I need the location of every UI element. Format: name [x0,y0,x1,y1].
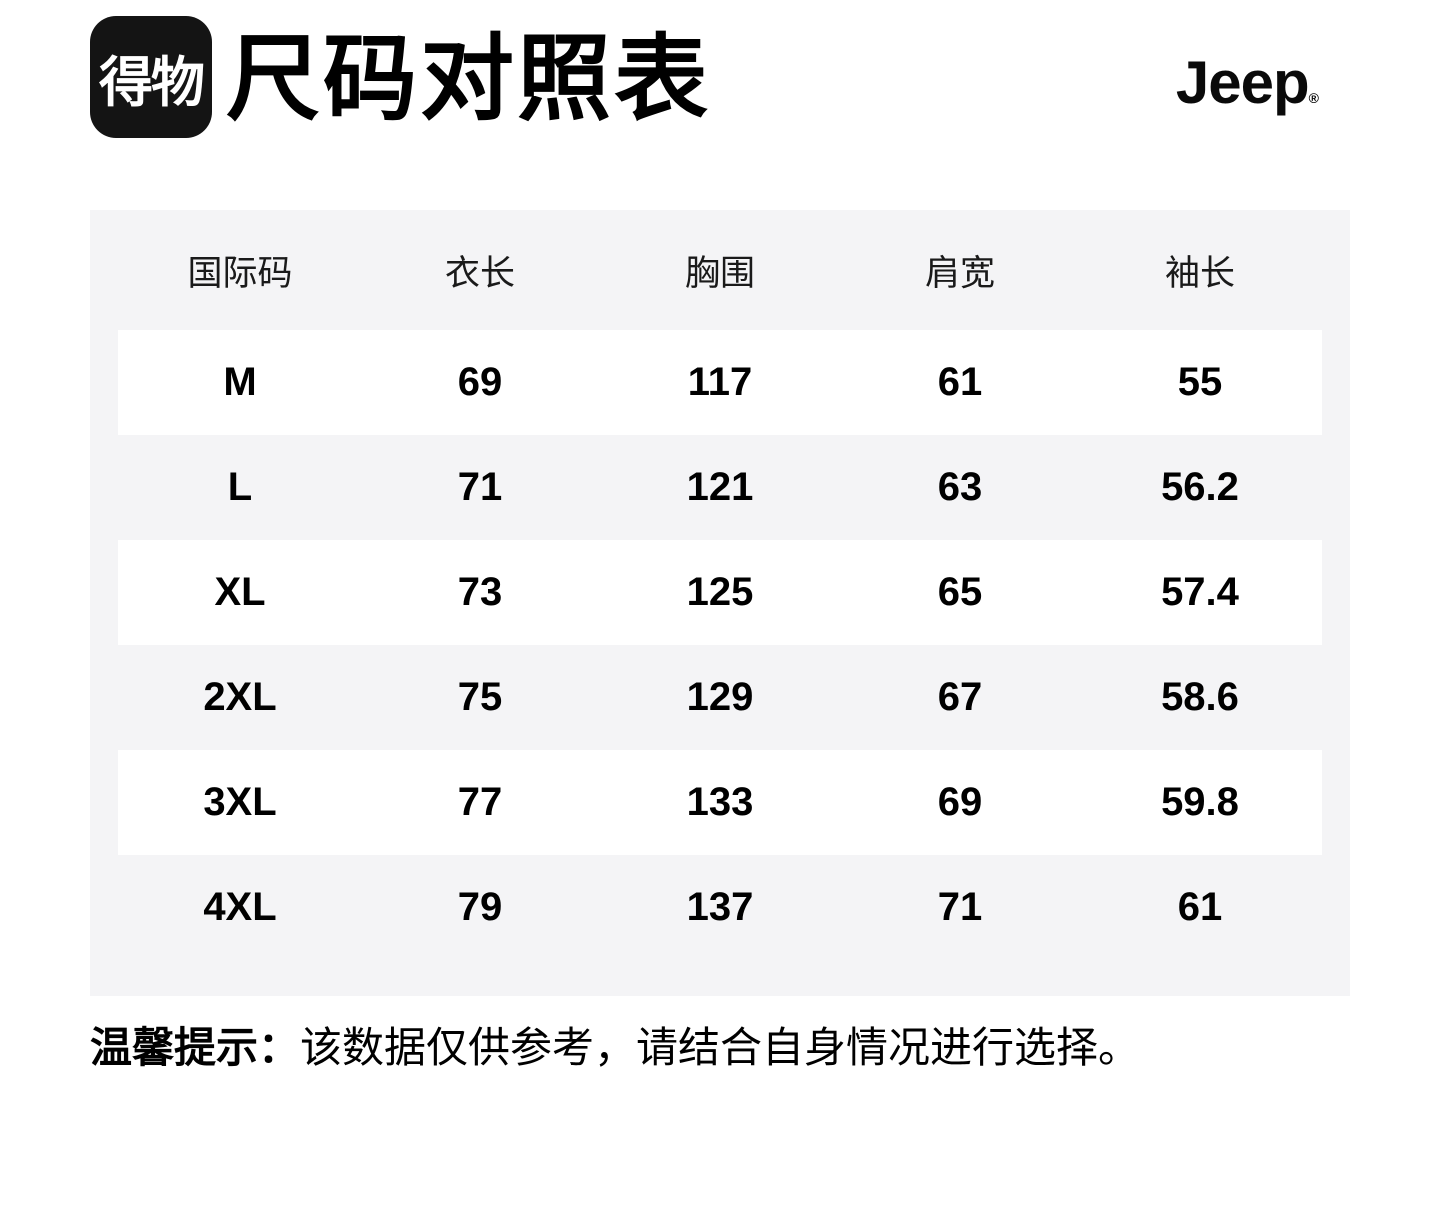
value-cell: 58.6 [1161,675,1239,719]
value-cell: 67 [937,675,983,719]
value-cell: 125 [686,570,754,614]
value-cell: 57.4 [1161,570,1239,614]
value-cell: 69 [457,360,503,404]
value-cell: 117 [687,360,753,404]
column-header-size: 国际码 [187,253,293,293]
column-header-chest: 胸围 [684,253,755,293]
table-row: 2XL 75 129 67 58.6 [90,645,1350,750]
jeep-logo: Jeep® [1175,48,1319,117]
value-cell: 63 [937,465,983,509]
value-cell: 69 [937,780,983,824]
value-cell: 73 [457,570,503,614]
dewu-logo: 得物 [90,16,212,138]
table-row: 3XL 77 133 69 59.8 [90,750,1350,855]
value-cell: 71 [457,465,503,509]
value-cell: 133 [686,780,754,824]
size-cell: L [227,465,253,509]
value-cell: 55 [1177,360,1223,404]
value-cell: 56.2 [1161,465,1239,509]
notice-text: 该数据仅供参考，请结合自身情况进行选择。 [300,1024,1141,1071]
table-header-row: 国际码 衣长 胸围 肩宽 袖长 [90,210,1350,330]
value-cell: 61 [1177,885,1223,929]
size-cell: XL [214,570,266,614]
page-title: 尺码对照表 [226,26,712,131]
value-cell: 65 [937,570,983,614]
value-cell: 137 [686,885,754,929]
table-row: L 71 121 63 56.2 [90,435,1350,540]
value-cell: 129 [686,675,754,719]
size-cell: 4XL [203,885,277,929]
size-cell: 3XL [203,780,277,824]
size-cell: 2XL [203,675,277,719]
column-header-sleeve: 袖长 [1164,253,1235,293]
table-row: M 69 117 61 55 [90,330,1350,435]
value-cell: 79 [457,885,503,929]
value-cell: 75 [457,675,503,719]
value-cell: 61 [937,360,983,404]
value-cell: 59.8 [1161,780,1239,824]
registered-trademark-mark: ® [1308,90,1319,106]
value-cell: 77 [457,780,503,824]
dewu-logo-text: 得物 [99,52,205,113]
value-cell: 71 [937,885,983,929]
column-header-shoulder: 肩宽 [924,253,995,293]
table-row: 4XL 79 137 71 61 [90,855,1350,960]
value-cell: 121 [686,465,754,509]
size-cell: M [223,360,257,404]
table-row: XL 73 125 65 57.4 [90,540,1350,645]
size-table: 国际码 衣长 胸围 肩宽 袖长 M 69 117 61 55 L 71 121 … [90,210,1350,996]
notice-label: 温馨提示： [90,1024,301,1071]
column-header-length: 衣长 [444,253,515,293]
jeep-logo-text: Jeep [1175,49,1310,116]
notice: 温馨提示：该数据仅供参考，请结合自身情况进行选择。 [90,1014,1140,1075]
